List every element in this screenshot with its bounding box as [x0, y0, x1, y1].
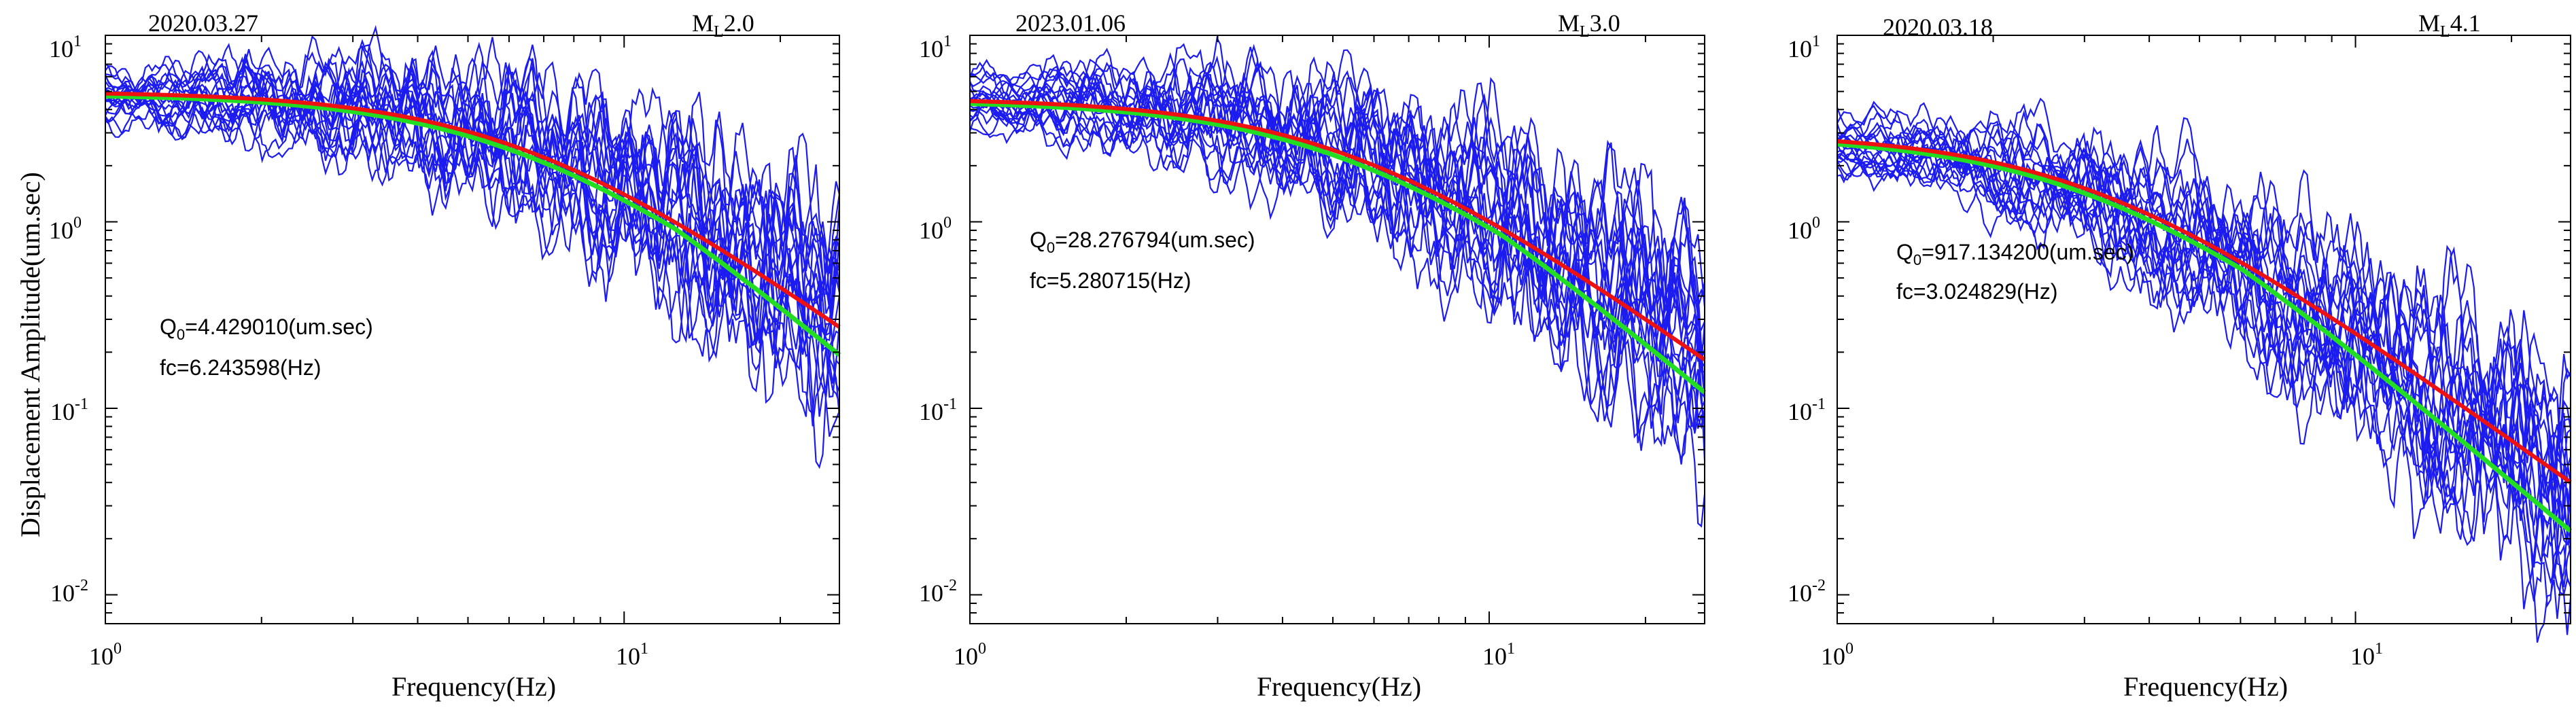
x-tick-label-10-1: 101: [616, 640, 648, 670]
series-brune-fit: [969, 99, 1706, 361]
x-tick-label-10-0: 100: [1821, 640, 1853, 670]
series-smoothed-fit: [969, 101, 1707, 395]
magnitude-subscript: L: [1580, 23, 1590, 41]
observed-spectrum-line: [969, 90, 1706, 528]
y-tick-label-10-m1: 10-1: [919, 395, 957, 425]
y-tick-label-10-1: 101: [49, 33, 82, 63]
fc-annotation: fc=5.280715(Hz): [1030, 268, 1191, 293]
observed-spectrum-line: [105, 46, 841, 369]
series-smoothed-fit: [1837, 141, 2573, 533]
y-tick-label-10-m1: 10-1: [1788, 395, 1826, 425]
magnitude-value: 4.1: [2450, 10, 2481, 37]
q0-annotation: Q0=4.429010(um.sec): [160, 315, 373, 343]
x-ticks: [969, 35, 1646, 624]
observed-spectrum-line: [969, 84, 1706, 444]
observed-spectrum-line: [1837, 131, 2572, 557]
observed-spectrum-line: [1837, 138, 2572, 635]
panel-date: 2023.01.06: [1015, 10, 1126, 37]
plot-frame: [1837, 35, 2571, 624]
series-brune-fit: [105, 91, 841, 329]
x-axis-label: Frequency(Hz): [1257, 671, 1421, 702]
x-tick-label-10-0: 100: [89, 640, 122, 670]
y-tick-label-10-0: 100: [919, 214, 952, 244]
y-tick-label-10-m2: 10-2: [919, 577, 957, 607]
chart-panel-2020-03-27: 2020.03.27 ML2.0 101 100 10-1 10-2 100 1…: [49, 10, 841, 702]
observed-spectrum-line: [1836, 143, 2572, 580]
observed-spectrum-line: [105, 58, 841, 369]
observed-spectrum-line: [1837, 143, 2571, 602]
y-tick-label-10-m2: 10-2: [1788, 577, 1826, 607]
observed-spectrum-line: [969, 43, 1706, 394]
y-ticks: [970, 35, 1705, 624]
x-tick-label-10-1: 101: [1482, 640, 1515, 670]
y-tick-label-10-1: 101: [919, 33, 952, 63]
observed-spectrum-line: [1837, 111, 2572, 608]
x-axis-label: Frequency(Hz): [2123, 671, 2288, 702]
x-tick-label-10-1: 101: [2350, 640, 2383, 670]
observed-spectrum-line: [105, 56, 841, 349]
magnitude-subscript: L: [2440, 23, 2450, 41]
magnitude-value: 3.0: [1590, 10, 1620, 37]
plot-frame: [969, 35, 1705, 624]
magnitude-value: 2.0: [724, 10, 754, 37]
observed-spectrum-line: [969, 56, 1705, 439]
series-smoothed-fit: [105, 94, 841, 357]
y-tick-label-10-1: 101: [1788, 33, 1820, 63]
observed-spectrum-line: [1836, 120, 2572, 535]
magnitude-subscript: L: [714, 23, 724, 41]
observed-spectrum-line: [969, 69, 1706, 434]
series-observed: [104, 24, 841, 469]
magnitude-prefix: M: [1558, 10, 1580, 37]
y-tick-label-10-m1: 10-1: [50, 395, 88, 425]
y-tick-label-10-0: 100: [49, 214, 82, 244]
observed-spectrum-line: [969, 60, 1705, 396]
magnitude-prefix: M: [2418, 10, 2440, 37]
observed-spectrum-line: [1837, 97, 2571, 526]
chart-panel-2023-01-06: 2023.01.06 ML3.0 101 100 10-1 10-2 100 1…: [919, 10, 1707, 702]
observed-spectrum-line: [105, 35, 841, 397]
q0-annotation: Q0=917.134200(um.sec): [1896, 240, 2134, 268]
series-brune-fit: [1837, 139, 2572, 484]
y-axis-label: Displacement Amplitude(um.sec): [15, 172, 46, 537]
chart-panel-2020-03-18: 2020.03.18 ML4.1 101 100 10-1 10-2 100 1…: [1788, 10, 2573, 702]
magnitude-prefix: M: [692, 10, 714, 37]
q0-annotation: Q0=28.276794(um.sec): [1030, 228, 1255, 256]
x-axis-label: Frequency(Hz): [391, 671, 556, 702]
observed-spectrum-line: [105, 73, 841, 416]
panel-date: 2020.03.27: [148, 10, 258, 37]
panel-date: 2020.03.18: [1883, 14, 1993, 41]
x-ticks: [105, 35, 782, 624]
fc-annotation: fc=3.024829(Hz): [1896, 279, 2057, 304]
plot-frame: [105, 35, 840, 624]
series-observed: [969, 36, 1706, 528]
panel-magnitude: ML3.0: [1558, 10, 1620, 41]
observed-spectrum-line: [1837, 109, 2571, 568]
y-tick-label-10-0: 100: [1788, 214, 1820, 244]
y-ticks: [1837, 35, 2571, 624]
fc-annotation: fc=6.243598(Hz): [160, 355, 321, 380]
panel-magnitude: ML2.0: [692, 10, 754, 41]
y-ticks: [105, 35, 839, 624]
panel-magnitude: ML4.1: [2418, 10, 2481, 41]
series-observed: [1836, 97, 2572, 643]
observed-spectrum-line: [105, 64, 841, 417]
observed-spectrum-line: [105, 24, 841, 393]
x-tick-label-10-0: 100: [954, 640, 986, 670]
x-ticks: [1837, 35, 2513, 624]
y-tick-label-10-m2: 10-2: [50, 577, 88, 607]
